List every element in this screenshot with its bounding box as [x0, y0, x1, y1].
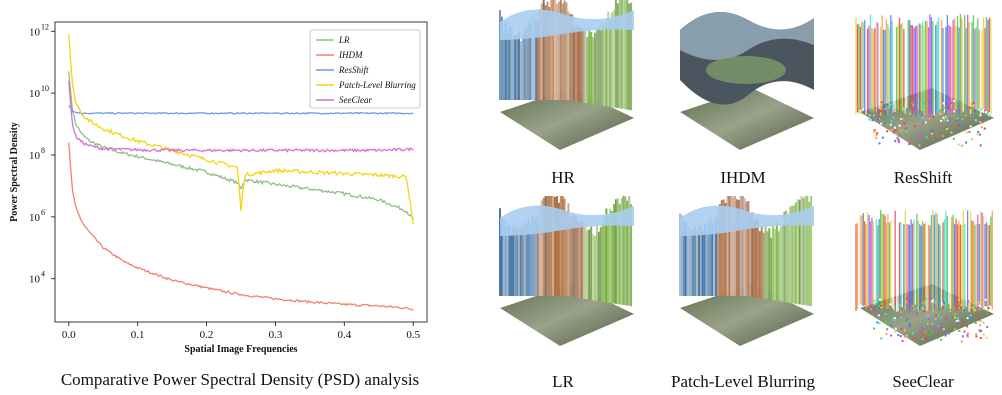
plot-frame [54, 21, 428, 323]
y-tick-label: 10 [29, 150, 41, 162]
surface-plot-image [499, 189, 634, 346]
legend-entry-label: Patch-Level Blurring [338, 80, 416, 90]
thumbnail-patch-level-blurring [668, 188, 818, 356]
legend-entry-label: LR [338, 35, 350, 45]
series-line-resshift [68, 105, 414, 115]
legend-entry-label: ResShift [338, 65, 369, 75]
y-tick-exponent: 12 [41, 22, 49, 31]
x-tick-label: 0.0 [62, 329, 76, 341]
thumbnail-lr [488, 189, 638, 356]
legend: LR IHDM ResShift Patch-Level Blurring SeeCle… [309, 29, 421, 109]
y-axis-label: Power Spectral Density [9, 122, 20, 222]
series-line-lr [68, 71, 414, 220]
y-tick-label: 10 [29, 88, 41, 100]
thumbnail-label: ResShift [893, 168, 953, 187]
y-tick-exponent: 6 [41, 208, 45, 217]
x-tick-label: 0.5 [406, 329, 420, 341]
x-tick-label: 0.3 [269, 329, 283, 341]
surface-plot-image [680, 12, 814, 150]
legend-entry-label: SeeClear [339, 95, 372, 105]
thumbnail-label: Patch-Level Blurring [671, 372, 815, 391]
series-line-seeclear [68, 80, 414, 153]
thumbnail-label: LR [552, 372, 574, 391]
series-line-patch-level-blurring [68, 34, 414, 225]
psd-caption: Comparative Power Spectral Density (PSD)… [60, 370, 420, 389]
series-layer [68, 34, 414, 311]
thumbnail-hr [488, 0, 638, 160]
y-tick-label: 10 [29, 212, 41, 224]
x-tick-label: 0.4 [337, 329, 351, 341]
y-tick-exponent: 8 [41, 146, 45, 155]
y-tick-exponent: 4 [41, 270, 45, 279]
thumbnail-seeclear [848, 196, 998, 356]
surface-plot-image [855, 14, 994, 150]
thumbnail-label: IHDM [720, 168, 766, 187]
x-tick-label: 0.1 [131, 329, 145, 341]
x-tick-label: 0.2 [200, 329, 214, 341]
y-tick-label: 10 [29, 274, 41, 286]
series-line-ihdm [68, 142, 414, 311]
thumbnail-ihdm [668, 0, 818, 160]
thumbnail-label: SeeClear [892, 372, 954, 391]
x-axis: 0.0 0.1 0.2 0.3 0.4 0.5 [62, 322, 421, 341]
thumbnail-resshift [848, 0, 998, 160]
y-tick-exponent: 10 [41, 84, 49, 93]
x-axis-label: Spatial Image Frequencies [184, 344, 297, 355]
surface-plot-image [499, 0, 634, 150]
surface-plot-image [855, 210, 994, 346]
y-tick-label: 10 [29, 26, 41, 38]
legend-box [309, 29, 421, 109]
surface-plot-image [679, 188, 814, 346]
legend-entry-label: IHDM [338, 50, 363, 60]
thumbnail-label: HR [551, 168, 575, 187]
